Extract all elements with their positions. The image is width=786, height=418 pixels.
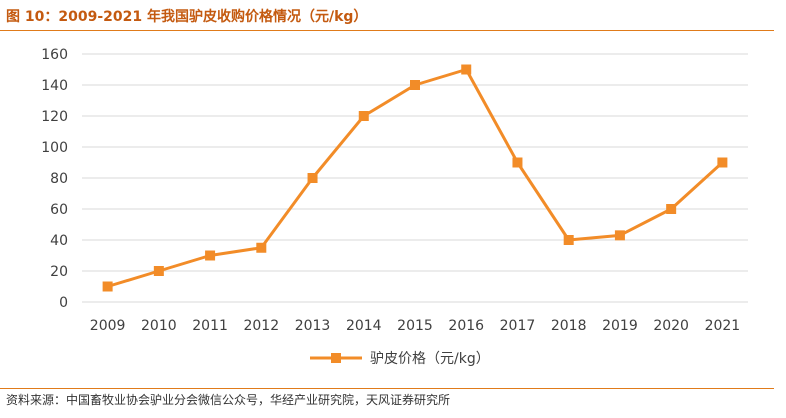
figure-title: 图 10：2009-2021 年我国驴皮收购价格情况（元/kg） — [6, 9, 368, 25]
legend-marker — [331, 353, 341, 363]
data-point — [461, 64, 472, 75]
bottom-rule — [0, 388, 774, 389]
y-tick-label: 140 — [41, 78, 68, 94]
x-tick-label: 2012 — [243, 318, 279, 334]
x-tick-labels: 2009 2010 2011 2012 2013 2014 2015 2016 2017 2018… — [90, 318, 740, 334]
series-group — [102, 64, 728, 292]
legend-label: 驴皮价格（元/kg） — [370, 351, 490, 367]
data-point — [563, 235, 574, 245]
x-tick-label: 2011 — [192, 318, 228, 334]
x-tick-label: 2010 — [141, 318, 177, 334]
y-tick-label: 20 — [50, 264, 68, 280]
data-point — [307, 173, 318, 183]
data-point — [666, 204, 677, 214]
y-tick-label: 160 — [41, 47, 68, 63]
grid-lines — [82, 53, 748, 303]
data-point — [153, 266, 164, 276]
x-tick-label: 2015 — [397, 318, 433, 334]
y-tick-label: 120 — [41, 109, 68, 125]
x-tick-label: 2019 — [602, 318, 638, 334]
x-tick-label: 2020 — [653, 318, 689, 334]
x-tick-label: 2013 — [295, 318, 331, 334]
data-point — [205, 250, 216, 261]
data-point — [614, 230, 625, 241]
y-tick-label: 40 — [50, 233, 68, 249]
top-rule — [0, 30, 774, 31]
y-tick-label: 100 — [41, 140, 68, 156]
x-tick-label: 2014 — [346, 318, 382, 334]
legend: 驴皮价格（元/kg） — [310, 351, 490, 367]
source-note: 资料来源：中国畜牧业协会驴业分会微信公众号，华经产业研究院，天风证券研究所 — [6, 393, 451, 407]
x-tick-label: 2017 — [500, 318, 536, 334]
y-tick-label: 0 — [59, 295, 68, 311]
data-point — [358, 111, 369, 121]
data-point — [102, 281, 113, 292]
x-tick-label: 2016 — [448, 318, 484, 334]
x-tick-label: 2018 — [551, 318, 587, 334]
y-tick-label: 80 — [50, 171, 68, 187]
x-tick-label: 2021 — [705, 318, 741, 334]
data-point — [512, 157, 523, 168]
y-tick-labels: 0 20 40 60 80 100 120 140 160 — [41, 47, 68, 311]
data-point — [410, 80, 420, 90]
data-point — [717, 157, 728, 168]
x-tick-label: 2009 — [90, 318, 126, 334]
y-tick-label: 60 — [50, 202, 68, 218]
data-point — [256, 242, 267, 253]
